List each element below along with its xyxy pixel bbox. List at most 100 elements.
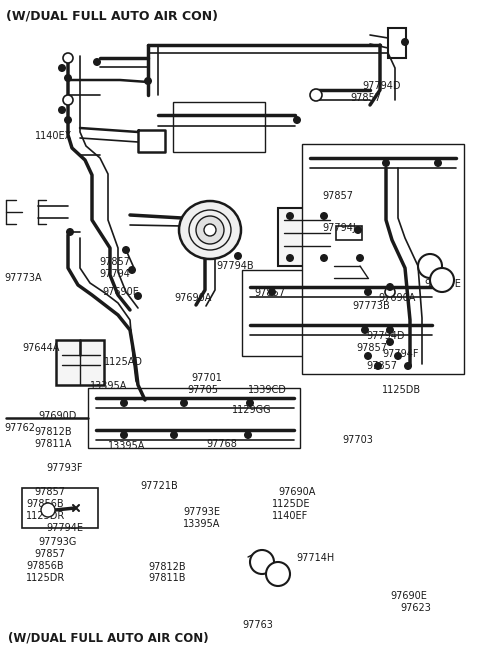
Text: 97857: 97857 xyxy=(34,549,65,559)
Circle shape xyxy=(434,159,442,167)
Circle shape xyxy=(120,431,128,439)
Circle shape xyxy=(430,268,454,292)
Text: 97690E: 97690E xyxy=(102,287,139,297)
Text: 97773B: 97773B xyxy=(352,301,390,311)
Ellipse shape xyxy=(179,201,241,259)
Text: B: B xyxy=(274,569,282,579)
Circle shape xyxy=(58,106,66,114)
Circle shape xyxy=(401,38,409,46)
Circle shape xyxy=(120,399,128,407)
Text: 97794F: 97794F xyxy=(382,349,419,359)
Text: 1125DB: 1125DB xyxy=(382,385,421,395)
Text: A: A xyxy=(258,557,266,567)
Bar xyxy=(88,388,300,448)
Text: 1125DR: 1125DR xyxy=(26,511,65,521)
Circle shape xyxy=(286,254,294,262)
Text: 1339CD: 1339CD xyxy=(248,385,287,395)
Text: 97793G: 97793G xyxy=(38,537,76,547)
Circle shape xyxy=(312,91,320,99)
Circle shape xyxy=(128,266,136,274)
Circle shape xyxy=(286,212,294,220)
Text: 97794E: 97794E xyxy=(46,523,83,533)
Text: 1125DR: 1125DR xyxy=(26,573,65,583)
Circle shape xyxy=(250,550,274,574)
Text: 97794: 97794 xyxy=(99,269,130,279)
Text: 1140EX: 1140EX xyxy=(35,131,72,141)
Circle shape xyxy=(356,254,364,262)
Circle shape xyxy=(41,503,55,517)
Text: 97794B: 97794B xyxy=(216,261,253,271)
Circle shape xyxy=(244,431,252,439)
Text: 97856B: 97856B xyxy=(26,561,64,571)
Text: 97812B: 97812B xyxy=(148,562,186,572)
Bar xyxy=(242,270,440,356)
Text: B: B xyxy=(438,275,446,285)
Text: A: A xyxy=(426,261,434,271)
Circle shape xyxy=(204,224,216,236)
Text: 97690D: 97690D xyxy=(38,411,76,421)
Text: 97857: 97857 xyxy=(322,191,353,201)
Circle shape xyxy=(266,562,290,586)
Text: 97690E: 97690E xyxy=(424,279,461,289)
Text: 13395A: 13395A xyxy=(108,441,145,451)
Text: 13395A: 13395A xyxy=(183,519,220,529)
Circle shape xyxy=(234,252,242,260)
Circle shape xyxy=(386,326,394,334)
Text: 97714H: 97714H xyxy=(296,553,334,563)
Text: 97690A: 97690A xyxy=(174,293,211,303)
Text: 97701: 97701 xyxy=(191,373,222,383)
Text: 97721B: 97721B xyxy=(140,481,178,491)
Text: 97811B: 97811B xyxy=(148,573,185,583)
Text: 1125AD: 1125AD xyxy=(104,357,143,367)
Circle shape xyxy=(64,74,72,82)
Bar xyxy=(278,208,333,266)
Circle shape xyxy=(293,116,301,124)
Text: 97812B: 97812B xyxy=(34,427,72,437)
Text: 97857: 97857 xyxy=(99,257,130,267)
Circle shape xyxy=(361,326,369,334)
Text: 97794D: 97794D xyxy=(366,331,405,341)
Text: 97773A: 97773A xyxy=(4,273,42,283)
Circle shape xyxy=(66,228,74,236)
Circle shape xyxy=(364,352,372,360)
Bar xyxy=(336,226,362,240)
Text: 97703: 97703 xyxy=(342,435,373,445)
Circle shape xyxy=(418,254,442,278)
Text: 97644A: 97644A xyxy=(22,343,60,353)
Circle shape xyxy=(64,116,72,124)
Circle shape xyxy=(196,216,224,244)
Bar xyxy=(302,144,464,374)
Circle shape xyxy=(134,292,142,300)
Circle shape xyxy=(180,399,188,407)
Text: 13395A: 13395A xyxy=(90,381,127,391)
Circle shape xyxy=(386,283,394,291)
Circle shape xyxy=(364,288,372,296)
Text: 1125DE: 1125DE xyxy=(272,499,311,509)
Circle shape xyxy=(310,89,322,101)
Circle shape xyxy=(63,53,73,63)
Circle shape xyxy=(386,338,394,346)
Bar xyxy=(388,28,406,58)
Text: 97793F: 97793F xyxy=(46,463,83,473)
Circle shape xyxy=(320,212,328,220)
Text: 1129GG: 1129GG xyxy=(232,405,272,415)
Circle shape xyxy=(394,352,402,360)
Text: 97690E: 97690E xyxy=(390,591,427,601)
Bar xyxy=(56,340,104,385)
Text: 97857: 97857 xyxy=(366,361,397,371)
Circle shape xyxy=(320,254,328,262)
Text: 97857: 97857 xyxy=(34,487,65,497)
Circle shape xyxy=(382,159,390,167)
Circle shape xyxy=(268,288,276,296)
Text: (W/DUAL FULL AUTO AIR CON): (W/DUAL FULL AUTO AIR CON) xyxy=(8,631,209,645)
Text: 97623: 97623 xyxy=(400,603,431,613)
Circle shape xyxy=(385,287,395,297)
Text: 97793E: 97793E xyxy=(183,507,220,517)
Circle shape xyxy=(93,58,101,66)
Circle shape xyxy=(58,64,66,72)
Text: 97690A: 97690A xyxy=(378,293,415,303)
Text: 97857: 97857 xyxy=(254,288,285,298)
Text: 97794D: 97794D xyxy=(362,81,400,91)
Circle shape xyxy=(122,246,130,254)
Text: (W/DUAL FULL AUTO AIR CON): (W/DUAL FULL AUTO AIR CON) xyxy=(6,9,218,22)
